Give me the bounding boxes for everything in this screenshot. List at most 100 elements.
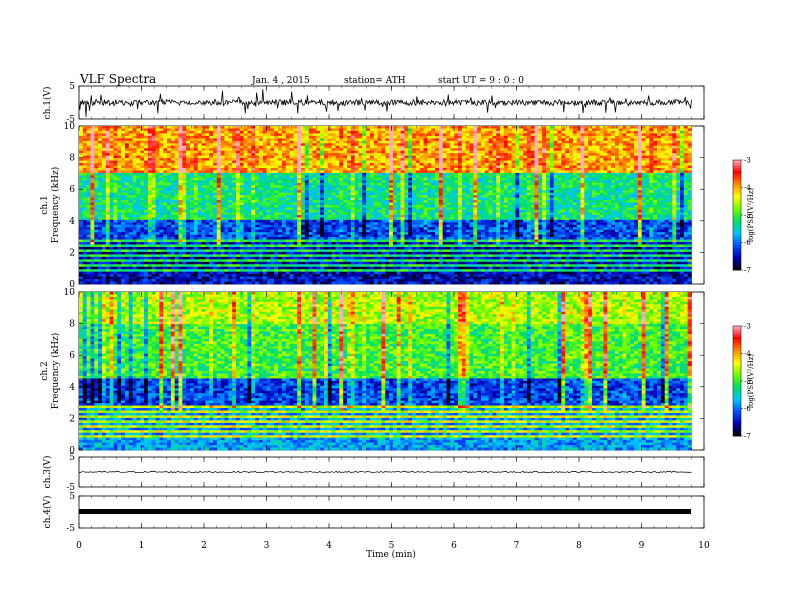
ch1-spectrogram-cell: [148, 143, 152, 146]
ch1-spectrogram-cell: [106, 133, 110, 136]
ch1-spectrogram-cell: [133, 161, 137, 164]
ch1-spectrogram-cell: [167, 230, 171, 233]
ch1-spectrogram-cell: [152, 210, 156, 213]
ch1-spectrogram-cell: [113, 264, 117, 267]
ch1-spectrogram-cell: [152, 237, 156, 240]
ch1-spectrogram-cell: [148, 163, 152, 166]
ch1-spectrogram-cell: [90, 230, 94, 233]
ch1-spectrogram-cell: [182, 262, 186, 265]
ch1-spectrogram-cell: [121, 269, 125, 272]
ch1-spectrogram-cell: [121, 141, 125, 144]
ch1-spectrogram-cell: [190, 195, 194, 198]
ch1-spectrogram-cell: [194, 198, 198, 201]
ch1-spectrogram-cell: [186, 190, 190, 193]
ch1-spectrogram-cell: [159, 195, 163, 198]
ch1-spectrogram-cell: [179, 232, 183, 235]
ch1-spectrogram-cell: [102, 242, 106, 245]
ch1-spectrogram-cell: [102, 257, 106, 260]
ch1-spectrogram-cell: [98, 249, 102, 252]
ch1-spectrogram-cell: [148, 188, 152, 191]
ch1-spectrogram-cell: [94, 166, 98, 169]
ch1-spectrogram-cell: [121, 254, 125, 257]
ch1-spectrogram-cell: [110, 190, 114, 193]
ch1-spectrogram-cell: [90, 158, 94, 161]
ch1-spectrogram-cell: [79, 148, 83, 151]
ch1-spectrogram-cell: [133, 262, 137, 265]
ch1-spectrogram-cell: [79, 190, 83, 193]
ch1-spectrogram-cell: [83, 207, 87, 210]
ch1-spectrogram-cell: [129, 143, 133, 146]
ch1-spectrogram-cell: [110, 277, 114, 280]
ch1-spectrogram-cell: [87, 153, 91, 156]
ch1-spectrogram-cell: [167, 232, 171, 235]
ch1-spectrogram-cell: [136, 173, 140, 176]
ch1-spectrogram-cell: [98, 225, 102, 228]
ch1-spectrogram-cell: [90, 249, 94, 252]
ch1-spectrogram-cell: [125, 148, 129, 151]
ch1-spectrogram-cell: [152, 247, 156, 250]
ch1-spectrogram-cell: [167, 156, 171, 159]
ch1-spectrogram-cell: [156, 146, 160, 149]
ch1-spectrogram-cell: [129, 217, 133, 220]
ch1-spectrogram-cell: [152, 183, 156, 186]
ch1-spectrogram-cell: [144, 207, 148, 210]
ch1-spectrogram-cell: [110, 180, 114, 183]
ch1-spectrogram-cell: [175, 212, 179, 215]
ch1-spectrogram-cell: [98, 215, 102, 218]
ch1-spectrogram-cell: [190, 131, 194, 134]
ch1-spectrogram-cell: [121, 168, 125, 171]
ch1-spectrogram-cell: [171, 235, 175, 238]
ch1-spectrogram-cell: [121, 264, 125, 267]
ch1-spectrogram-cell: [106, 262, 110, 265]
ch1-spectrogram-cell: [140, 269, 144, 272]
ch1-spectrogram-cell: [90, 178, 94, 181]
ch1-spectrogram-cell: [194, 151, 198, 154]
ch1-spectrogram-cell: [125, 166, 129, 169]
ch1-spectrogram-cell: [98, 151, 102, 154]
ch1-spectrogram-cell: [125, 267, 129, 270]
ch1-spectrogram-cell: [190, 133, 194, 136]
ch1-spectrogram-cell: [121, 252, 125, 255]
ch1-spectrogram-cell: [152, 249, 156, 252]
ch1-spectrogram-cell: [125, 257, 129, 260]
ch1-spectrogram-cell: [144, 163, 148, 166]
ch1-spectrogram-cell: [125, 126, 129, 129]
ch1-spectrogram-cell: [175, 279, 179, 282]
ch1-spectrogram-cell: [113, 141, 117, 144]
ch1-spectrogram-cell: [117, 217, 121, 220]
ch1-spectrogram-cell: [182, 274, 186, 277]
ch1-spectrogram-cell: [156, 279, 160, 282]
ch1-spectrogram-cell: [156, 166, 160, 169]
ch1-spectrogram-cell: [140, 146, 144, 149]
ch1-spectrogram-cell: [121, 207, 125, 210]
ch1-spectrogram-cell: [140, 180, 144, 183]
ch1-spectrogram-cell: [171, 198, 175, 201]
ch1-spectrogram-cell: [179, 166, 183, 169]
ch1-spectrogram-cell: [144, 180, 148, 183]
ch1-spectrogram-cell: [129, 183, 133, 186]
ch1-spectrogram-cell: [190, 158, 194, 161]
ch1-spectrogram-cell: [144, 282, 148, 285]
ch1-spectrogram-cell: [106, 232, 110, 235]
ch1-spectrogram-cell: [148, 242, 152, 245]
ch1-spectrogram-cell: [159, 185, 163, 188]
ch1-spectrogram-cell: [94, 205, 98, 208]
ch1-spectrogram-cell: [140, 257, 144, 260]
ch1-spectrogram-cell: [129, 198, 133, 201]
ch1-spectrogram-cell: [163, 240, 167, 243]
ch1-spectrogram-cell: [175, 245, 179, 248]
ch1-spectrogram-cell: [148, 264, 152, 267]
ch1-spectrogram-cell: [136, 207, 140, 210]
ch1-spectrogram-cell: [87, 168, 91, 171]
ch1-spectrogram-cell: [148, 166, 152, 169]
ch1-spectrogram-cell: [106, 168, 110, 171]
ch1-spectrogram-cell: [182, 259, 186, 262]
ch1-spectrogram-cell: [136, 254, 140, 257]
ch1-spectrogram-cell: [113, 215, 117, 218]
ch1-spectrogram-cell: [121, 240, 125, 243]
ch1-spectrogram-cell: [98, 240, 102, 243]
ch1-spectrogram-cell: [140, 136, 144, 139]
ch1-spectrogram-cell: [83, 247, 87, 250]
ch1-spectrogram-cell: [87, 282, 91, 285]
ch1-spectrogram-cell: [125, 254, 129, 257]
